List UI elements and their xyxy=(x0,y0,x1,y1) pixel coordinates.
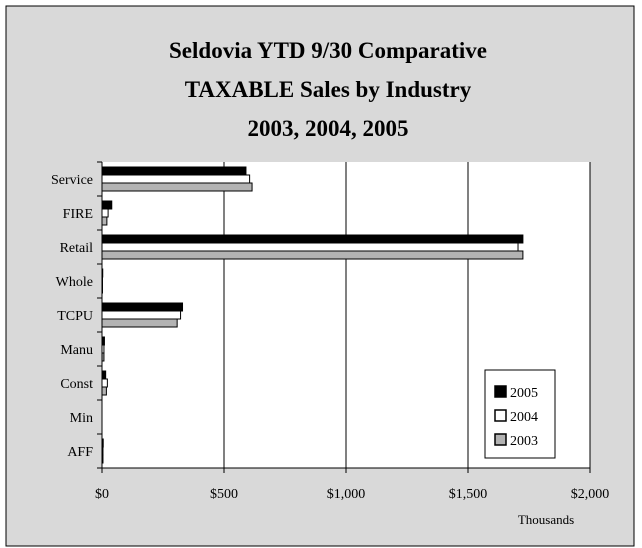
y-tick-label-aff: AFF xyxy=(67,445,93,460)
y-tick-label-service: Service xyxy=(51,173,93,188)
bar-fire-2005 xyxy=(101,200,113,210)
y-tick-label-tcpu: TCPU xyxy=(57,309,93,324)
legend-swatch-2004 xyxy=(494,409,507,422)
legend-label-2004: 2004 xyxy=(510,410,538,425)
x-axis-unit-label: Thousands xyxy=(518,512,574,527)
x-tick-label: $2,000 xyxy=(571,487,610,502)
chart-title-line-3: 2003, 2004, 2005 xyxy=(248,116,409,141)
legend-label-2003: 2003 xyxy=(510,434,538,449)
bar-tcpu-2004 xyxy=(101,310,182,320)
axes-group xyxy=(97,161,591,473)
bar-const-2005 xyxy=(101,370,107,380)
y-tick-label-retail: Retail xyxy=(60,241,94,256)
y-tick-label-const: Const xyxy=(60,377,93,392)
bar-service-2005 xyxy=(101,166,247,176)
x-tick-label: $0 xyxy=(95,487,109,502)
legend: 2005 2004 2003 xyxy=(484,369,556,459)
gridlines xyxy=(223,162,591,468)
x-tick-label: $1,500 xyxy=(449,487,488,502)
y-tick-labels: Service FIRE Retail Whole TCPU Manu Const Min AF… xyxy=(51,173,93,460)
y-tick-label-min: Min xyxy=(70,411,93,426)
bar-retail-2005 xyxy=(101,234,524,244)
bar-retail-2003 xyxy=(101,250,524,260)
bar-fire-2003 xyxy=(101,216,108,226)
bar-service-2003 xyxy=(101,182,253,192)
bar-service-2004 xyxy=(101,174,251,184)
y-tick-label-whole: Whole xyxy=(56,275,93,290)
bar-retail-2004 xyxy=(101,242,519,252)
legend-label-2005: 2005 xyxy=(510,386,538,401)
bar-fire-2004 xyxy=(101,208,109,218)
x-tick-label: $500 xyxy=(210,487,238,502)
x-tick-label: $1,000 xyxy=(327,487,366,502)
legend-swatch-2005 xyxy=(494,385,507,398)
legend-swatch-2003 xyxy=(494,433,507,446)
x-tick-labels: $0 $500 $1,000 $1,500 $2,000 xyxy=(95,487,609,502)
bar-const-2003 xyxy=(101,386,107,396)
bar-tcpu-2003 xyxy=(101,318,178,328)
y-tick-label-fire: FIRE xyxy=(63,207,93,222)
y-tick-label-manu: Manu xyxy=(60,343,93,358)
bar-const-2004 xyxy=(101,378,108,388)
chart-title-line-1: Seldovia YTD 9/30 Comparative xyxy=(169,38,487,63)
chart-title-line-2: TAXABLE Sales by Industry xyxy=(185,77,472,102)
bar-tcpu-2005 xyxy=(101,302,184,312)
